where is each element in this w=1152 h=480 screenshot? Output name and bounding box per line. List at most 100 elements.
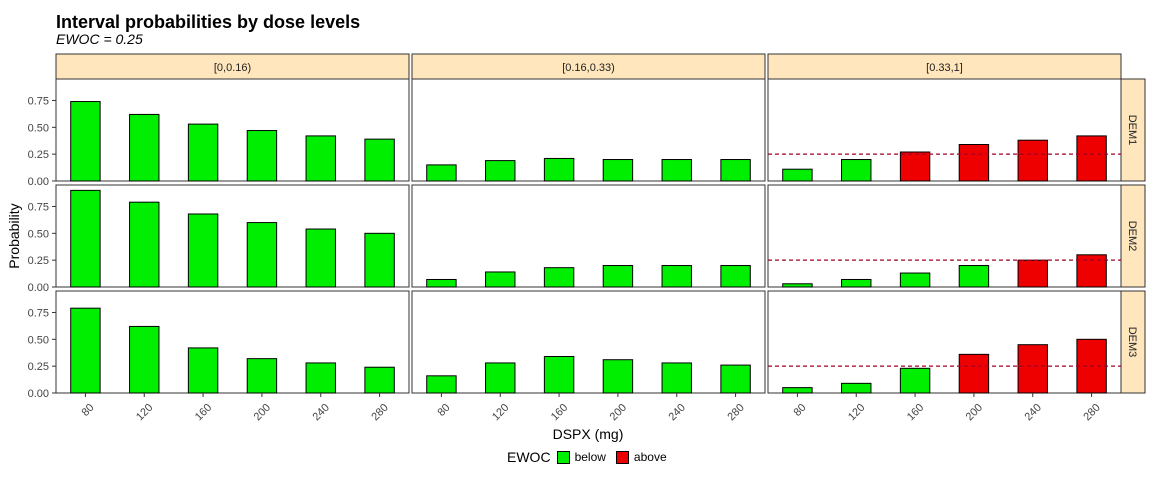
legend-key-below — [556, 450, 570, 464]
bar — [246, 358, 278, 394]
bar — [485, 271, 516, 288]
facet-strip-col — [55, 53, 410, 80]
bar — [70, 189, 101, 288]
x-tick-label: 240 — [666, 402, 687, 423]
facet-strip-col-label: [0.33,1] — [926, 62, 963, 74]
facet-strip-row — [1120, 290, 1146, 394]
x-tick-label: 240 — [1022, 402, 1043, 423]
bar — [602, 265, 634, 288]
y-tick-label: 0.75 — [28, 201, 49, 213]
legend: EWOC below above — [507, 449, 677, 465]
x-tick-label: 200 — [608, 402, 629, 423]
bar — [364, 366, 395, 394]
x-tick-label: 120 — [134, 402, 155, 423]
x-tick-label: 120 — [846, 402, 867, 423]
legend-title: EWOC — [507, 449, 551, 465]
x-tick-label: 200 — [964, 402, 985, 423]
bar — [661, 159, 692, 182]
bar — [661, 265, 692, 288]
x-tick-label: 280 — [1081, 402, 1102, 423]
bar — [841, 382, 872, 394]
bar — [426, 278, 457, 288]
legend-label-above: above — [633, 450, 667, 464]
facet-strip-row-label: DEM2 — [1126, 221, 1138, 252]
facet-panel — [767, 78, 1122, 182]
bar — [305, 135, 336, 182]
bar — [958, 265, 990, 288]
facet-strip-col — [411, 53, 766, 80]
bar — [187, 213, 219, 288]
facet-panel — [55, 78, 410, 182]
y-tick-label: 0.50 — [28, 228, 49, 240]
x-tick-label: 160 — [193, 402, 214, 423]
bar — [305, 362, 336, 394]
bar — [485, 362, 516, 394]
bar — [129, 201, 160, 288]
bar — [70, 101, 101, 182]
bar — [602, 359, 634, 394]
x-tick-label: 160 — [905, 402, 926, 423]
bar — [187, 347, 219, 394]
facet-strip-row — [1120, 78, 1146, 182]
bar — [899, 151, 931, 182]
x-tick-label: 80 — [791, 402, 808, 419]
y-axis-label: Probability — [6, 203, 22, 268]
bar — [602, 159, 634, 182]
bar — [305, 228, 336, 288]
bar — [720, 364, 751, 394]
facet-strip-row-label: DEM1 — [1126, 115, 1138, 146]
facet-panel — [411, 290, 766, 394]
facet-strip-col-label: [0.16,0.33) — [562, 62, 615, 74]
y-tick-label: 0.50 — [28, 122, 49, 134]
bar — [543, 157, 575, 182]
bar — [1017, 139, 1048, 182]
bar — [899, 272, 931, 288]
x-tick-label: 280 — [369, 402, 390, 423]
bar — [841, 159, 872, 182]
bar — [1017, 259, 1048, 288]
x-tick-label: 80 — [435, 402, 452, 419]
plot-area: [0,0.16) [0.16,0.33) [0.33,1] DEM1 0.00 0.25 0… — [28, 53, 1146, 423]
y-tick-label: 0.75 — [28, 307, 49, 319]
y-tick-label: 0.00 — [28, 176, 49, 188]
facet-strip-col-label: [0,0.16) — [214, 62, 251, 74]
bar — [782, 283, 813, 288]
y-tick-label: 0.25 — [28, 255, 49, 267]
facet-panel — [767, 184, 1122, 288]
y-tick-label: 0.00 — [28, 388, 49, 400]
bar — [841, 278, 872, 288]
chart-subtitle: EWOC = 0.25 — [56, 31, 143, 47]
bar — [187, 123, 219, 182]
chart-title: Interval probabilities by dose levels — [56, 12, 361, 32]
bar — [426, 164, 457, 182]
bar — [426, 375, 457, 394]
x-tick-label: 160 — [549, 402, 570, 423]
facet-panel — [55, 184, 410, 288]
bar — [1076, 135, 1107, 182]
x-tick-label: 200 — [252, 402, 273, 423]
bar — [661, 362, 692, 394]
facet-panel — [411, 184, 766, 288]
y-tick-label: 0.75 — [28, 95, 49, 107]
bar — [129, 113, 160, 182]
x-axis-label: DSPX (mg) — [553, 426, 624, 442]
facet-panel — [767, 290, 1122, 394]
y-tick-label: 0.50 — [28, 334, 49, 346]
y-tick-label: 0.00 — [28, 282, 49, 294]
bar — [70, 307, 101, 394]
x-tick-label: 80 — [79, 402, 96, 419]
facet-panel — [411, 78, 766, 182]
bar — [129, 325, 160, 394]
bar — [543, 355, 575, 394]
facet-strip-col — [767, 53, 1122, 80]
legend-key-above — [615, 450, 629, 464]
bar — [899, 367, 931, 394]
bar — [364, 138, 395, 182]
x-tick-label: 240 — [310, 402, 331, 423]
x-tick-label: 120 — [490, 402, 511, 423]
bar — [782, 168, 813, 182]
bar — [720, 159, 751, 182]
bar — [485, 160, 516, 182]
bar — [958, 353, 990, 394]
